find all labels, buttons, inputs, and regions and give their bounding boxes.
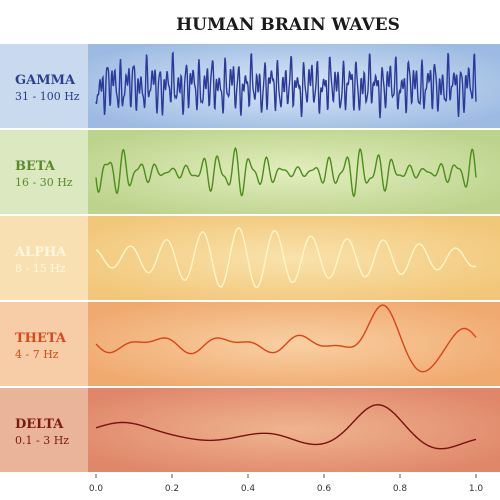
band-label-bg — [0, 216, 88, 300]
band-range: 16 - 30 Hz — [15, 176, 73, 189]
tick-label: 0.8 — [393, 484, 408, 494]
band-name: BETA — [15, 159, 56, 174]
band-name: THETA — [15, 331, 67, 346]
band-bg — [88, 216, 500, 300]
band-bg — [88, 302, 500, 386]
band-label-bg — [0, 44, 88, 128]
band-label-bg — [0, 130, 88, 214]
tick-label: 0.2 — [165, 484, 179, 494]
tick-label: 0.4 — [241, 484, 256, 494]
band-bg — [88, 388, 500, 472]
band-name: ALPHA — [14, 245, 67, 260]
wave — [95, 147, 477, 198]
band-range: 8 - 15 Hz — [15, 262, 66, 275]
tick-label: 0.0 — [89, 484, 104, 494]
band-name: GAMMA — [15, 73, 76, 88]
wave — [95, 51, 477, 119]
band-range: 4 - 7 Hz — [15, 348, 59, 361]
band-label-bg — [0, 388, 88, 472]
title: HUMAN BRAIN WAVES — [176, 15, 400, 35]
wave — [95, 304, 477, 373]
tick-label: 0.6 — [317, 484, 332, 494]
wave — [95, 227, 477, 289]
band-label-bg — [0, 302, 88, 386]
band-range: 31 - 100 Hz — [15, 90, 80, 103]
wave — [95, 404, 477, 450]
tick-label: 1.0 — [469, 484, 484, 494]
band-range: 0.1 - 3 Hz — [15, 434, 69, 447]
band-name: DELTA — [15, 417, 64, 432]
